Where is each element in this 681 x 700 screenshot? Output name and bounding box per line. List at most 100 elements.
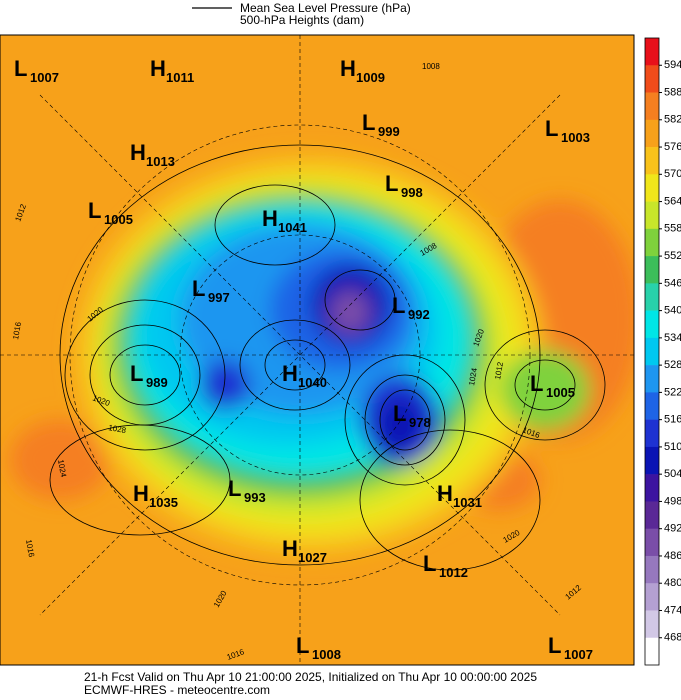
contour-label: 1008	[422, 62, 440, 71]
colorbar-bin	[645, 201, 659, 230]
center-letter: L	[14, 56, 27, 81]
center-value: 1005	[546, 385, 575, 400]
center-letter: L	[393, 401, 406, 426]
colorbar-bin	[645, 310, 659, 339]
center-letter: H	[340, 56, 356, 81]
colorbar-bin	[645, 256, 659, 284]
colorbar-bin	[645, 119, 659, 148]
colorbar-bin	[645, 228, 659, 257]
center-value: 1013	[146, 154, 175, 169]
center-value: 993	[244, 490, 266, 505]
center-value: 989	[146, 375, 168, 390]
colorbar-bin	[645, 583, 659, 611]
colorbar-bin	[645, 419, 659, 448]
colorbar-label: 588	[664, 86, 681, 98]
center-value: 992	[408, 307, 430, 322]
center-letter: H	[282, 536, 298, 561]
colorbar-label: 504	[664, 468, 681, 480]
contour-label: 1024	[56, 459, 68, 479]
colorbar-label: 486	[664, 550, 681, 562]
center-value: 1035	[149, 495, 178, 510]
colorbar-label: 576	[664, 141, 681, 153]
colorbar-bin	[645, 610, 659, 639]
center-letter: L	[392, 293, 405, 318]
center-letter: H	[130, 140, 146, 165]
center-value: 978	[409, 415, 431, 430]
center-letter: L	[192, 276, 205, 301]
center-letter: L	[362, 110, 375, 135]
contour-label: 1028	[108, 423, 128, 435]
colorbar-label: 474	[664, 604, 681, 616]
center-value: 1003	[561, 130, 590, 145]
colorbar-bin	[645, 474, 659, 502]
center-letter: L	[228, 476, 241, 501]
center-value: 1009	[356, 70, 385, 85]
center-value: 1027	[298, 550, 327, 565]
colorbar-bin	[645, 365, 659, 393]
colorbar-bin	[645, 283, 659, 311]
colorbar-label: 498	[664, 495, 681, 507]
center-letter: L	[130, 361, 143, 386]
center-letter: H	[150, 56, 166, 81]
center-value: 1007	[564, 647, 593, 662]
colorbar-label: 540	[664, 305, 681, 317]
center-value: 1011	[166, 70, 194, 85]
colorbar-bin	[645, 65, 659, 93]
colorbar-label: 522	[664, 386, 681, 398]
colorbar-bin	[645, 501, 659, 529]
center-letter: H	[437, 481, 453, 506]
contour-label: 1016	[11, 321, 23, 341]
center-letter: L	[530, 371, 543, 396]
colorbar-label: 570	[664, 168, 681, 180]
center-value: 1007	[30, 70, 59, 85]
colorbar-label: 546	[664, 277, 681, 289]
contour-label: 1024	[467, 367, 479, 387]
colorbar-bin	[645, 555, 659, 584]
center-letter: L	[545, 116, 558, 141]
colorbar-label: 468	[664, 632, 681, 644]
center-letter: L	[88, 198, 101, 223]
center-letter: L	[423, 551, 436, 576]
center-value: 1005	[104, 212, 133, 227]
colorbar-label: 594	[664, 59, 681, 71]
colorbar-bin	[645, 637, 659, 666]
colorbar-label: 480	[664, 577, 681, 589]
colorbar-bin	[645, 337, 659, 366]
legend-text: 500-hPa Heights (dam)	[240, 13, 364, 27]
colorbar-bin	[645, 38, 659, 66]
colorbar-label: 552	[664, 250, 681, 262]
legend-text: Mean Sea Level Pressure (hPa)	[240, 1, 411, 15]
colorbar-bin	[645, 528, 659, 557]
contour-label: 1016	[24, 539, 36, 559]
colorbar-label: 528	[664, 359, 681, 371]
center-letter: L	[548, 633, 561, 658]
footer-text: 21-h Fcst Valid on Thu Apr 10 21:00:00 2…	[84, 670, 537, 684]
colorbar-label: 558	[664, 223, 681, 235]
colorbar-label: 510	[664, 441, 681, 453]
footer-text: ECMWF-HRES - meteocentre.com	[84, 683, 270, 697]
center-value: 1012	[439, 565, 468, 580]
colorbar-bin	[645, 147, 659, 175]
center-letter: L	[385, 171, 398, 196]
center-letter: L	[296, 633, 309, 658]
colorbar-label: 582	[664, 114, 681, 126]
contour-label: 1012	[493, 361, 505, 381]
colorbar-label: 492	[664, 523, 681, 535]
center-value: 1008	[312, 647, 341, 662]
center-value: 1031	[453, 495, 482, 510]
colorbar-frame	[644, 37, 660, 666]
colorbar-bin	[645, 92, 659, 121]
colorbar-bin	[645, 446, 659, 475]
colorbar-label: 534	[664, 332, 681, 344]
center-value: 997	[208, 290, 230, 305]
colorbar-label: 516	[664, 414, 681, 426]
center-letter: H	[282, 361, 298, 386]
center-value: 998	[401, 185, 423, 200]
colorbar-bin	[645, 174, 659, 202]
center-letter: H	[262, 206, 278, 231]
colorbar-label: 564	[664, 195, 681, 207]
center-value: 1040	[298, 375, 327, 390]
colorbar-bin	[645, 392, 659, 420]
